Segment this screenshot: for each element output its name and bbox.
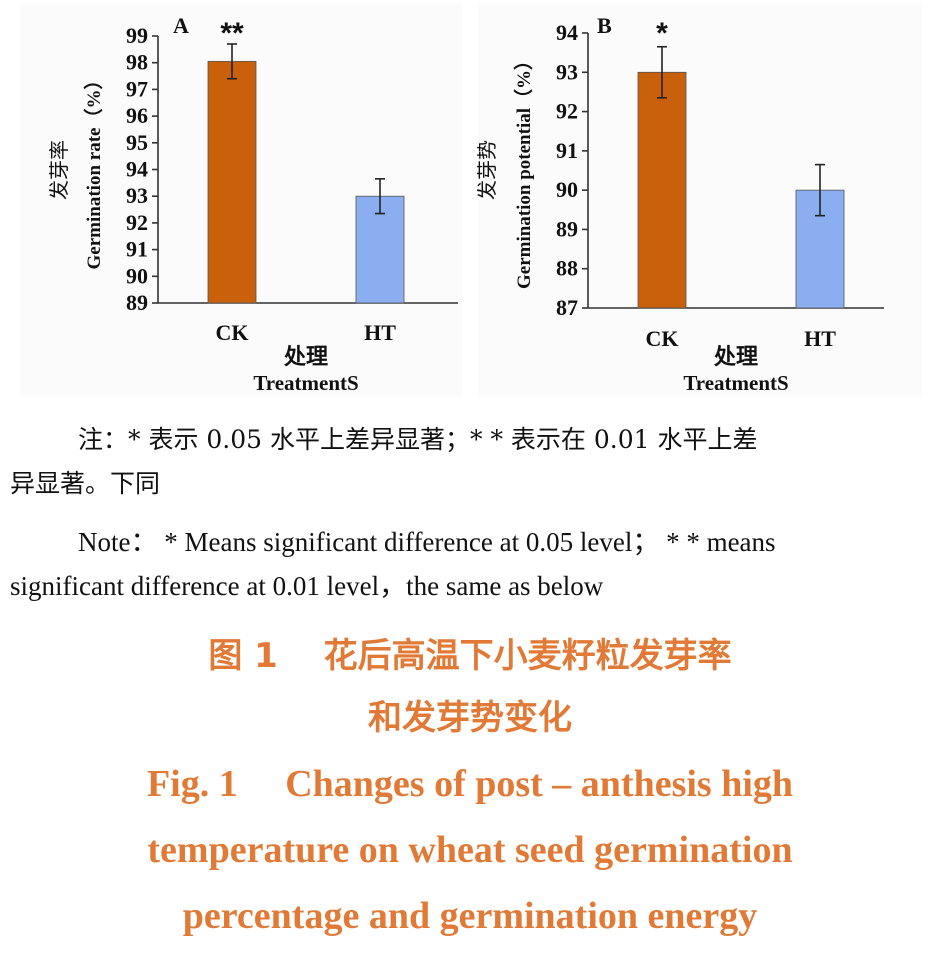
significance-mark-b: * bbox=[656, 17, 668, 50]
note-english: Note： * Means significant difference at … bbox=[0, 520, 940, 608]
caption-en-line-2: temperature on wheat seed germination bbox=[147, 829, 793, 871]
y-tick-label-a: 91 bbox=[126, 237, 148, 262]
y-axis-title-a: Germination rate（%） bbox=[82, 71, 105, 270]
x-axis-title-zh-a: 处理 bbox=[283, 344, 328, 370]
panel-letter-a: A bbox=[173, 13, 189, 38]
y-tick-label-b: 87 bbox=[556, 295, 578, 320]
y-tick-label-b: 90 bbox=[556, 177, 578, 202]
category-label-a: HT bbox=[364, 320, 396, 345]
x-axis-title-b: TreatmentS bbox=[683, 371, 788, 395]
y-axis-title-zh-b: 发芽势 bbox=[475, 140, 499, 200]
y-tick-label-b: 93 bbox=[556, 59, 578, 84]
category-label-b: CK bbox=[646, 326, 679, 351]
category-label-b: HT bbox=[804, 326, 836, 351]
note-en-line-1-text: Note： * Means significant difference at … bbox=[78, 527, 776, 557]
caption-zh-line-1: 图 1 花后高温下小麦籽粒发芽率 bbox=[208, 636, 732, 676]
y-tick-label-a: 93 bbox=[126, 183, 148, 208]
note-zh-line-1: 注：* 表示 0.05 水平上差异显著；* * 表示在 0.01 水平上差 bbox=[0, 418, 940, 462]
bar-b-ck bbox=[637, 71, 687, 309]
note-en-line-1: Note： * Means significant difference at … bbox=[0, 520, 940, 564]
y-tick-label-b: 88 bbox=[556, 256, 578, 281]
note-zh-line-1-text: 注：* 表示 0.05 水平上差异显著；* * 表示在 0.01 水平上差 bbox=[78, 425, 758, 454]
y-axis-title-b: Germination potential（%） bbox=[512, 51, 535, 289]
panel-b-background bbox=[478, 4, 922, 396]
note-en-line-2: significant difference at 0.01 level，the… bbox=[10, 571, 604, 601]
panel-letter-b: B bbox=[597, 13, 612, 38]
y-tick-label-a: 97 bbox=[126, 76, 148, 101]
y-tick-label-a: 94 bbox=[126, 157, 148, 182]
y-axis-title-zh-a: 发芽率 bbox=[47, 140, 71, 200]
note-zh-line-2: 异显著。下同 bbox=[10, 469, 161, 498]
y-tick-label-a: 96 bbox=[126, 103, 148, 128]
bar-a-ck bbox=[207, 60, 257, 304]
x-axis-title-a: TreatmentS bbox=[253, 371, 358, 395]
y-tick-label-a: 98 bbox=[126, 50, 148, 75]
significance-mark-a: ** bbox=[220, 17, 244, 50]
panel-b: 94 93 92 91 90 89 88 87 * CK HT B Germination potent… bbox=[475, 13, 884, 395]
y-tick-label-b: 89 bbox=[556, 216, 578, 241]
y-tick-label-a: 92 bbox=[126, 210, 148, 235]
y-tick-label-b: 91 bbox=[556, 138, 578, 163]
y-tick-label-a: 95 bbox=[126, 130, 148, 155]
y-tick-label-b: 94 bbox=[556, 20, 578, 45]
y-tick-label-b: 92 bbox=[556, 99, 578, 124]
x-axis-title-zh-b: 处理 bbox=[713, 344, 758, 370]
category-label-a: CK bbox=[216, 320, 249, 345]
caption-en-line-3: percentage and germination energy bbox=[182, 895, 758, 937]
note-chinese: 注：* 表示 0.05 水平上差异显著；* * 表示在 0.01 水平上差 异显… bbox=[0, 418, 940, 506]
y-tick-label-a: 99 bbox=[126, 23, 148, 48]
y-tick-label-a: 89 bbox=[126, 290, 148, 315]
caption-en-line-1: Fig. 1 Changes of post – anthesis high bbox=[146, 763, 794, 805]
caption-zh-line-2: 和发芽势变化 bbox=[368, 698, 572, 738]
y-tick-label-a: 90 bbox=[126, 263, 148, 288]
